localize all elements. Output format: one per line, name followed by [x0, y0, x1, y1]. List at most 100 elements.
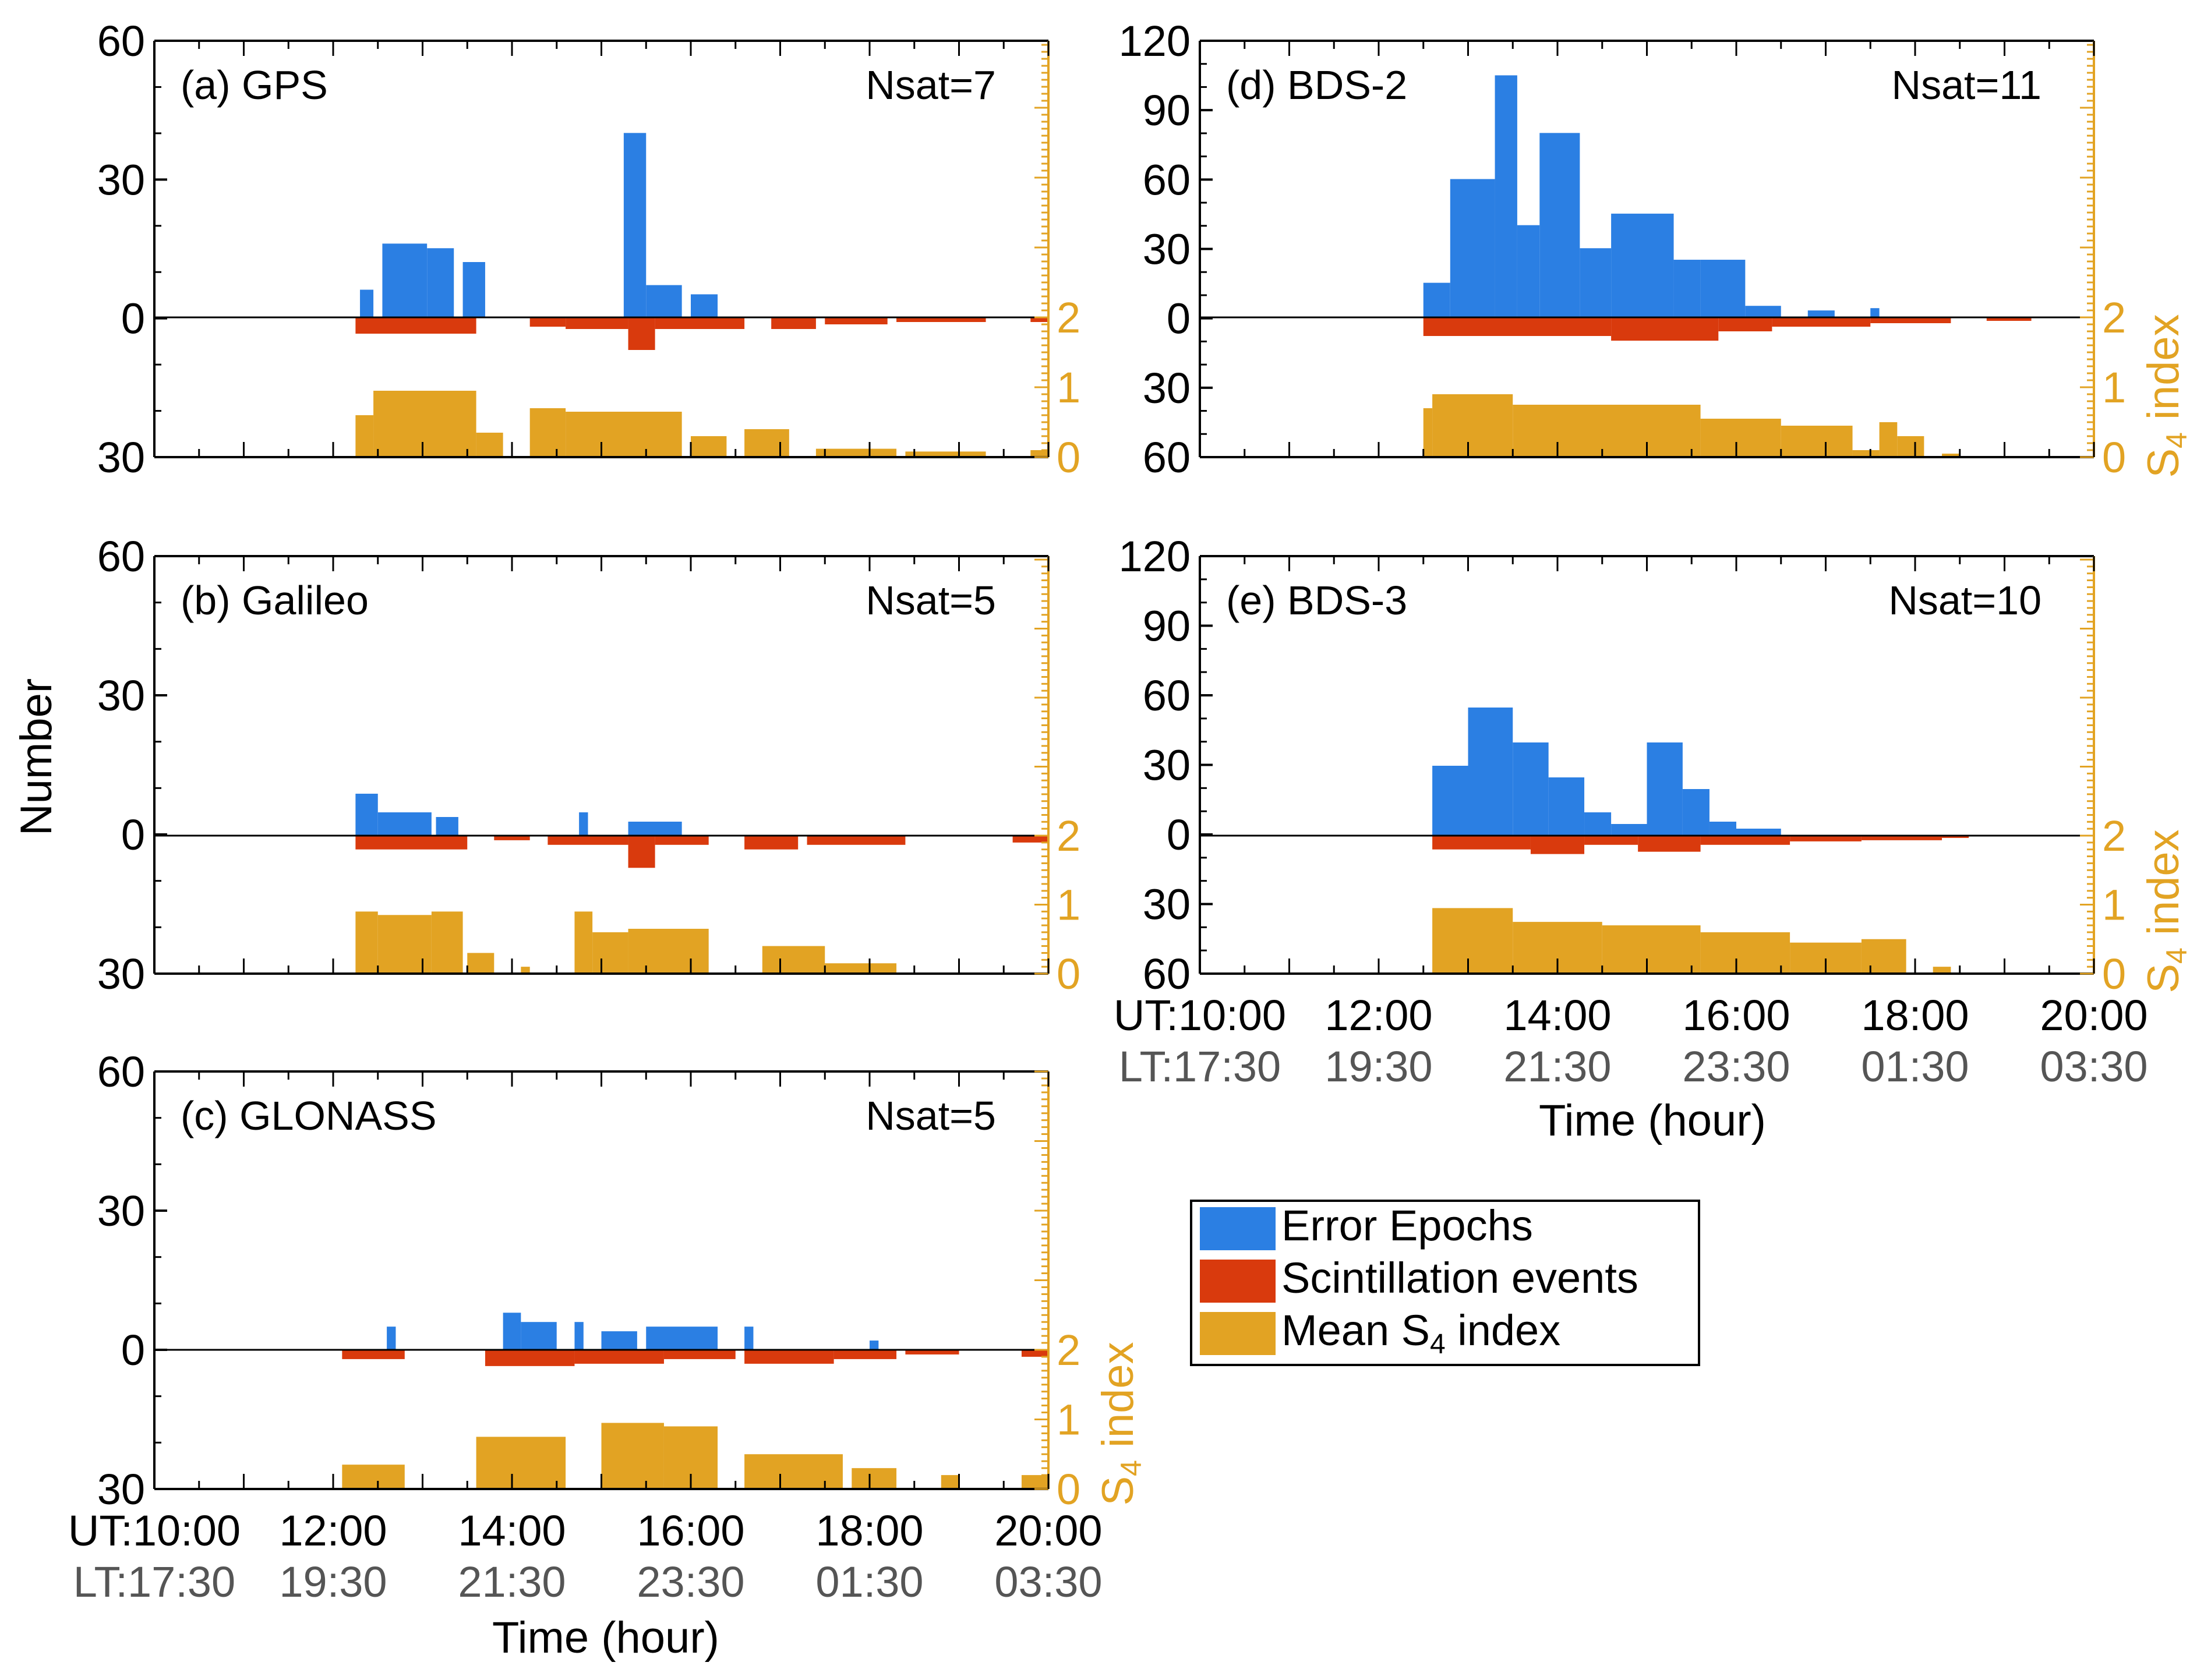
- error-bar: [1539, 133, 1580, 318]
- s4-label-main: S: [2139, 964, 2188, 993]
- s4-bar: [529, 408, 566, 457]
- error-bar: [1870, 308, 1880, 317]
- s4-bar: [521, 967, 530, 974]
- y-tick-label: 0: [1167, 811, 1191, 859]
- x-tick-label-lt: 23:30: [637, 1558, 744, 1606]
- x-tick-label-lt: LT:17:30: [73, 1558, 235, 1606]
- error-bar: [355, 794, 378, 836]
- nsat-label: Nsat=10: [1888, 578, 2041, 623]
- legend: Error Epochs Scintillation events Mean S…: [1190, 1200, 1700, 1366]
- y-tick-label: 30: [97, 433, 145, 482]
- s4-bar: [1423, 408, 1433, 457]
- s4-bar: [377, 915, 432, 974]
- s4-tick-label: 0: [2102, 433, 2126, 482]
- error-bar: [623, 133, 647, 318]
- scint-bar: [663, 1350, 736, 1359]
- panel-title: (d) BDS-2: [1226, 62, 1407, 108]
- s4-bar: [1432, 394, 1513, 457]
- y-tick-label: 30: [1143, 880, 1191, 929]
- scint-bar: [744, 836, 799, 850]
- error-bar: [1673, 260, 1701, 317]
- y-tick-label: 30: [97, 155, 145, 204]
- s4-label-sub: 4: [1115, 1460, 1147, 1476]
- s4-tick-label: 1: [2102, 363, 2126, 412]
- y-tick-label: 0: [121, 1326, 145, 1374]
- scint-bar: [1790, 836, 1862, 841]
- s4-axis-label-c: S4 index: [1093, 1342, 1147, 1505]
- s4-bar: [1933, 967, 1951, 974]
- scint-bar: [771, 317, 816, 329]
- legend-swatch-scint: [1200, 1260, 1276, 1303]
- scint-bar: [1611, 317, 1719, 341]
- scint-bar: [655, 836, 709, 845]
- y-tick-label: 0: [121, 295, 145, 343]
- error-bar: [382, 243, 428, 317]
- error-bar: [1495, 75, 1517, 317]
- error-bar: [574, 1322, 584, 1350]
- s4-label-main: S: [1093, 1476, 1143, 1506]
- x-tick-label-ut: 14:00: [458, 1506, 566, 1555]
- error-bar: [462, 262, 485, 317]
- scint-bar: [905, 1350, 959, 1354]
- s4-bar: [1513, 405, 1701, 457]
- legend-label-error: Error Epochs: [1281, 1201, 1533, 1250]
- nsat-label: Nsat=11: [1892, 62, 2041, 108]
- error-bar: [377, 812, 432, 836]
- scint-bar: [744, 1350, 834, 1364]
- x-tick-label-lt: 03:30: [994, 1558, 1102, 1606]
- s4-axis-label-d: S4 index: [2139, 314, 2193, 478]
- x-tick-label-lt: 01:30: [815, 1558, 923, 1606]
- error-bar: [1682, 789, 1709, 836]
- x-tick-label-ut: 16:00: [637, 1506, 744, 1555]
- legend-swatch-error: [1200, 1207, 1276, 1250]
- x-tick-label-ut: 14:00: [1503, 991, 1611, 1039]
- s4-bar: [342, 1465, 405, 1489]
- s4-bar: [852, 1468, 897, 1489]
- s4-bar: [905, 451, 986, 457]
- x-tick-label-lt: 01:30: [1861, 1042, 1969, 1091]
- s4-bar: [355, 911, 378, 974]
- x-tick-label-lt: 19:30: [279, 1558, 387, 1606]
- x-axis-title-right: Time (hour): [1539, 1096, 1766, 1145]
- y-axis-label: Number: [12, 678, 61, 836]
- error-bar: [1450, 179, 1495, 317]
- error-bar: [691, 294, 718, 317]
- x-tick-label-lt: 21:30: [458, 1558, 566, 1606]
- s4-bar: [601, 1423, 664, 1489]
- s4-bar: [825, 963, 897, 974]
- error-bar: [1647, 742, 1683, 836]
- s4-tick-label: 2: [1057, 1326, 1080, 1374]
- scint-bar: [1021, 1350, 1048, 1357]
- s4-bar: [1861, 939, 1906, 974]
- panel-title: (b) Galileo: [181, 578, 369, 623]
- s4-label-sub: 4: [2160, 432, 2193, 448]
- panel-d: 120 90 60 30 0 30 60 2 1 0 (d) BDS-2 Nsat=11: [1119, 17, 2127, 482]
- s4-tick-label: 0: [1057, 433, 1080, 482]
- s4-bar: [762, 946, 825, 974]
- x-tick-label-ut: 20:00: [994, 1506, 1102, 1555]
- y-tick-label: 30: [97, 950, 145, 998]
- y-tick-label: 60: [1143, 671, 1191, 720]
- s4-tick-label: 0: [1057, 1465, 1080, 1513]
- s4-label-suffix: index: [1093, 1342, 1143, 1460]
- scint-bar: [1432, 836, 1531, 850]
- s4-bar: [574, 911, 593, 974]
- y-tick-label: 60: [97, 17, 145, 65]
- error-bar: [360, 289, 374, 317]
- error-bar: [870, 1341, 879, 1350]
- y-tick-label: 60: [1143, 433, 1191, 482]
- error-bar: [1517, 225, 1540, 317]
- s4-bar: [1021, 1475, 1048, 1489]
- scint-bar: [1584, 836, 1638, 845]
- error-bar: [628, 822, 682, 836]
- x-tick-label-ut: 18:00: [1861, 991, 1969, 1039]
- scint-bar: [628, 317, 655, 350]
- s4-bar: [592, 932, 628, 974]
- panel-title: (e) BDS-3: [1226, 578, 1407, 623]
- scint-bar: [628, 836, 655, 868]
- scint-bar: [342, 1350, 405, 1359]
- scint-bar: [896, 317, 986, 322]
- scint-bar: [574, 1350, 664, 1364]
- x-tick-label-lt: LT:17:30: [1119, 1042, 1281, 1091]
